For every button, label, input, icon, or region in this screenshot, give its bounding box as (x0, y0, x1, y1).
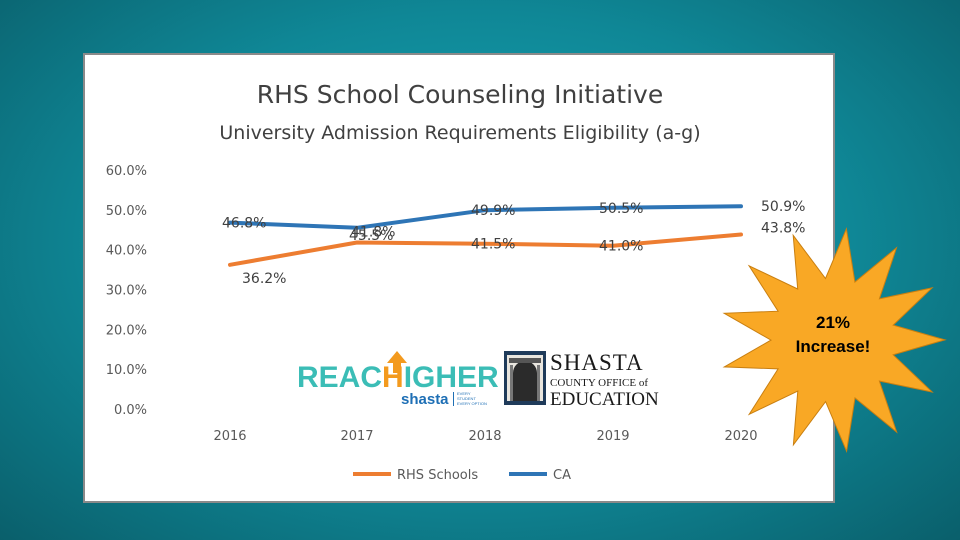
shasta-coe-logo: SHASTA COUNTY OFFICE of EDUCATION (504, 350, 659, 410)
data-labels: 36.2% 41.8% 41.5% 41.0% 43.8% 46.8% 45.5% 49.9%… (222, 199, 805, 287)
y-tick-label: 0.0% (114, 403, 147, 418)
chart-legend: RHS Schools CA (353, 468, 571, 483)
y-tick-label: 40.0% (106, 244, 147, 259)
y-tick-label: 60.0% (106, 164, 147, 179)
courthouse-icon (504, 351, 546, 405)
chart-frame: RHS School Counseling Initiative Univers… (83, 53, 835, 503)
series-lines (228, 204, 743, 267)
y-tick-label: 20.0% (106, 323, 147, 338)
y-tick-label: 30.0% (106, 284, 147, 299)
up-arrow-icon (387, 351, 407, 373)
legend-label: CA (553, 468, 571, 483)
starburst-icon (722, 226, 947, 454)
shasta-line2: COUNTY OFFICE of (550, 377, 648, 389)
data-label: 49.9% (471, 203, 515, 219)
reach-text: REAC (297, 361, 382, 394)
chart-title: RHS School Counseling Initiative (257, 80, 663, 109)
x-axis-ticks: 2016 2017 2018 2019 2020 (213, 429, 757, 444)
shasta-line3: EDUCATION (550, 389, 659, 410)
legend-label: RHS Schools (397, 468, 478, 483)
data-label: 41.8% (351, 224, 395, 240)
reach-shasta-text: shasta (401, 391, 449, 408)
x-tick-label: 2017 (340, 429, 373, 444)
x-tick-label: 2018 (468, 429, 501, 444)
x-tick-label: 2020 (724, 429, 757, 444)
y-tick-label: 10.0% (106, 363, 147, 378)
reach-tag-2: STUDENT (457, 396, 476, 401)
data-label: 41.5% (471, 237, 515, 253)
x-tick-label: 2016 (213, 429, 246, 444)
shasta-line1: SHASTA (550, 350, 644, 375)
reach-tag-1: EVERY (457, 391, 471, 396)
data-label: 50.5% (599, 201, 643, 217)
data-label: 36.2% (242, 271, 286, 287)
data-label: 41.0% (599, 239, 643, 255)
data-label: 45.5% (349, 228, 393, 244)
reach-higher-logo: REACHIGHER shasta EVERY STUDENT EVERY OP… (297, 351, 499, 408)
x-tick-label: 2019 (596, 429, 629, 444)
line-chart: RHS School Counseling Initiative Univers… (106, 80, 806, 483)
increase-callout: 21% Increase! (722, 226, 947, 454)
reach-tag-3: EVERY OPTION (457, 401, 487, 406)
reach-divider (453, 392, 454, 406)
series-line-rhs-schools (228, 232, 743, 267)
chart-subtitle: University Admission Requirements Eligib… (219, 122, 700, 144)
reach-igher-text: IGHER (404, 361, 499, 394)
callout-line2: Increase! (796, 337, 871, 356)
series-line-ca (228, 204, 743, 230)
callout-line1: 21% (816, 313, 850, 332)
data-label: 50.9% (761, 199, 805, 215)
data-label: 46.8% (222, 216, 266, 232)
svg-text:REACHIGHER: REACHIGHER (297, 361, 499, 394)
y-axis-ticks: 0.0% 10.0% 20.0% 30.0% 40.0% 50.0% 60.0% (106, 164, 147, 418)
y-tick-label: 50.0% (106, 204, 147, 219)
data-label: 43.8% (761, 221, 805, 237)
